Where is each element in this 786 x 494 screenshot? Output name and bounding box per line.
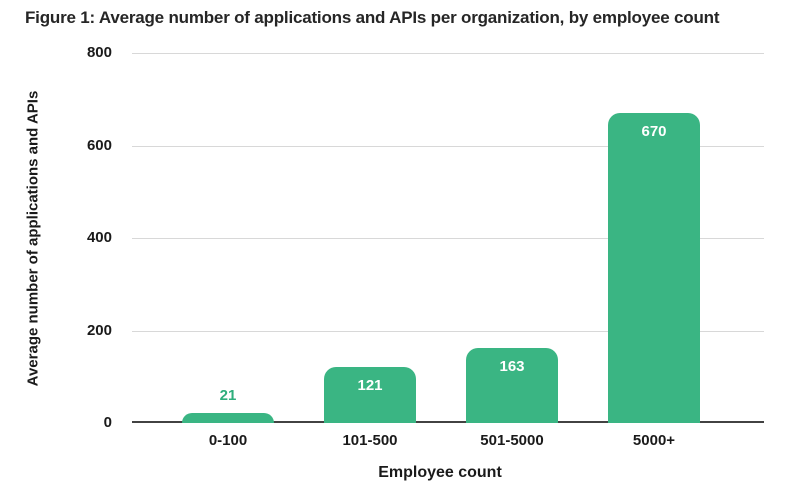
x-category-label-501-5000: 501-5000 (480, 432, 544, 449)
bar-501-5000: 163 (466, 348, 558, 423)
x-axis-label: Employee count (378, 464, 502, 481)
bar-101-500: 121 (324, 367, 416, 423)
bar-0-100 (182, 413, 274, 423)
gridline-600 (132, 146, 764, 147)
y-tick-label-400: 400 (86, 229, 112, 246)
figure-title: Figure 1: Average number of applications… (25, 8, 720, 27)
plot-area: 21 0-100 121 101-500 163 501-5000 670 5000+ (132, 53, 764, 449)
y-tick-label-800: 800 (86, 44, 112, 61)
x-category-label-5000+: 5000+ (632, 432, 676, 449)
bar-value-label: 163 (499, 358, 525, 375)
gridline-800 (132, 53, 764, 54)
gridline-400 (132, 238, 764, 239)
y-tick-label-200: 200 (86, 322, 112, 339)
bar-value-label: 670 (641, 123, 667, 140)
bar-value-label: 121 (357, 377, 383, 394)
x-category-label-0-100: 0-100 (208, 432, 248, 449)
gridline-200 (132, 331, 764, 332)
bar-5000+: 670 (608, 113, 700, 423)
x-category-label-101-500: 101-500 (342, 432, 398, 449)
y-tick-label-0: 0 (103, 414, 112, 431)
y-tick-label-600: 600 (86, 137, 112, 154)
y-axis-label: Average number of applications and APIs (24, 90, 42, 386)
bar-value-label: 21 (219, 387, 237, 404)
x-axis-baseline (132, 421, 764, 423)
